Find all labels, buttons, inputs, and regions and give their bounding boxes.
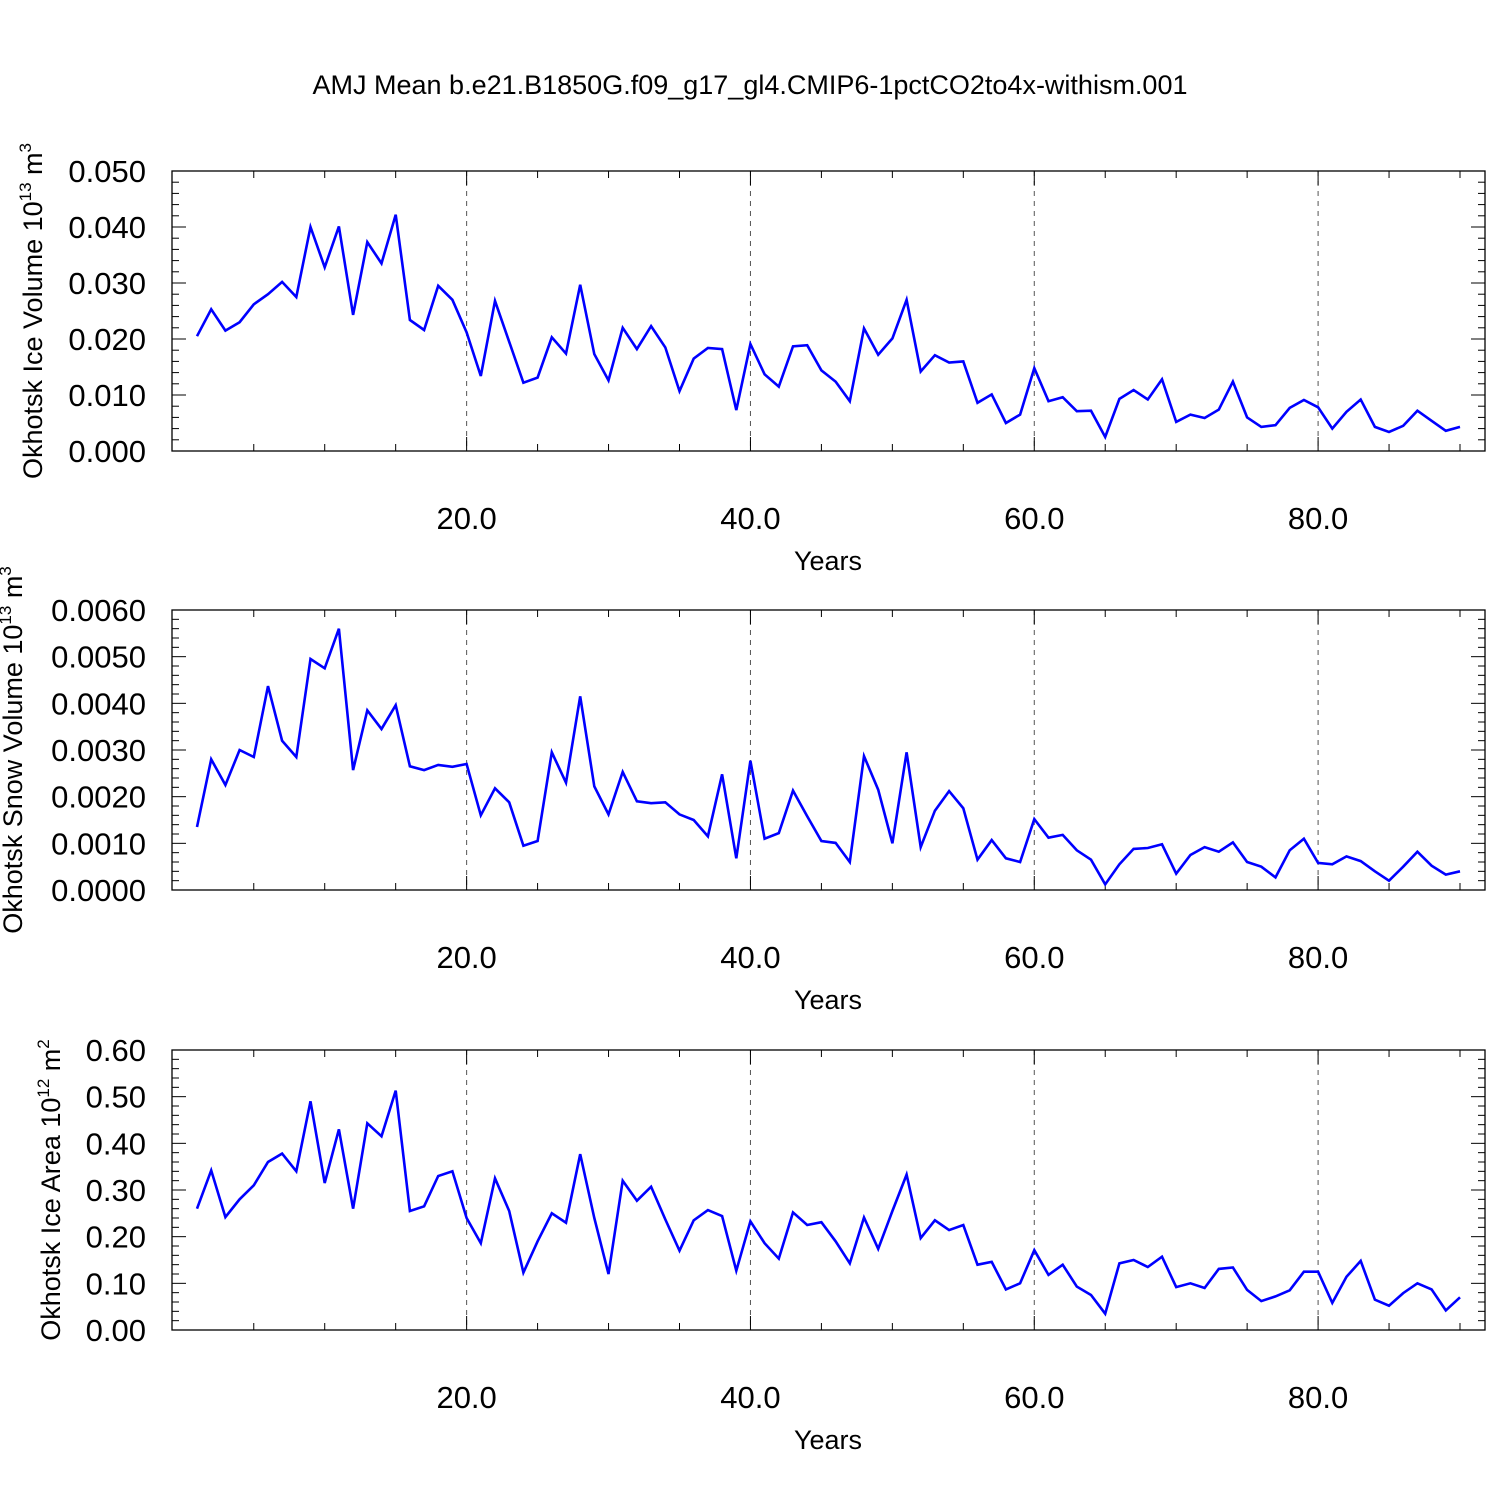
ice-volume-y-tick-label: 0.040 — [68, 210, 146, 245]
ice-volume-x-tick-label: 20.0 — [436, 501, 496, 536]
panel-ice-volume: 20.0 40.0 60.0 80.0 0.000 0.010 0.020 0.030 0.04… — [16, 143, 1486, 576]
ice-volume-y-tick-label: 0.010 — [68, 378, 146, 413]
panel-ice-area: 20.0 40.0 60.0 80.0 0.00 0.10 0.20 0.30 0.40 0.50… — [34, 1033, 1486, 1455]
ice-area-y-tick-label: 0.20 — [86, 1220, 146, 1255]
snow-volume-y-tick-label: 0.0000 — [51, 873, 146, 908]
snow-volume-xlabel: Years — [794, 985, 862, 1015]
ice-area-y-tick-label: 0.60 — [86, 1033, 146, 1068]
ice-volume-xlabel: Years — [794, 546, 862, 576]
ice-volume-y-tick-label: 0.030 — [68, 266, 146, 301]
snow-volume-series-line — [195, 628, 1461, 887]
ice-volume-ylabel: Okhotsk Ice Volume 1013 m3 — [16, 143, 48, 479]
ice-volume-x-tick-label: 40.0 — [720, 501, 780, 536]
ice-volume-y-tick-label: 0.050 — [68, 154, 146, 189]
ice-volume-series-line — [195, 214, 1461, 441]
ice-volume-y-tick-label: 0.020 — [68, 322, 146, 357]
ice-area-frame — [171, 1049, 1486, 1331]
snow-volume-ylabel: Okhotsk Snow Volume 1013 m3 — [0, 566, 28, 934]
snow-volume-x-tick-label: 40.0 — [720, 940, 780, 975]
ice-area-x-tick-label: 60.0 — [1004, 1380, 1064, 1415]
snow-volume-y-tick-label: 0.0060 — [51, 593, 146, 628]
ice-area-xlabel: Years — [794, 1425, 862, 1455]
ice-volume-x-tick-label: 80.0 — [1288, 501, 1348, 536]
ice-area-x-tick-label: 80.0 — [1288, 1380, 1348, 1415]
ice-volume-x-tick-label: 60.0 — [1004, 501, 1064, 536]
ice-area-x-tick-label: 20.0 — [436, 1380, 496, 1415]
snow-volume-frame — [171, 609, 1486, 891]
ice-area-ylabel: Okhotsk Ice Area 1012 m2 — [34, 1039, 66, 1341]
panel-snow-volume: 20.0 40.0 60.0 80.0 0.0000 0.0010 0.0020 0.0030… — [0, 566, 1486, 1015]
snow-volume-y-tick-label: 0.0030 — [51, 733, 146, 768]
snow-volume-x-tick-label: 60.0 — [1004, 940, 1064, 975]
snow-volume-y-tick-label: 0.0050 — [51, 640, 146, 675]
ice-area-y-tick-label: 0.30 — [86, 1173, 146, 1208]
figure-title: AMJ Mean b.e21.B1850G.f09_g17_gl4.CMIP6-… — [313, 70, 1188, 100]
ice-area-y-tick-label: 0.10 — [86, 1266, 146, 1301]
snow-volume-y-tick-label: 0.0040 — [51, 686, 146, 721]
plot-ice-volume: 20.0 40.0 60.0 80.0 0.000 0.010 0.020 0.030 0.04… — [68, 154, 1486, 536]
ice-area-y-tick-label: 0.50 — [86, 1080, 146, 1115]
ice-volume-frame — [171, 170, 1486, 452]
ice-area-x-tick-label: 40.0 — [720, 1380, 780, 1415]
snow-volume-y-tick-label: 0.0010 — [51, 826, 146, 861]
plot-ice-area: 20.0 40.0 60.0 80.0 0.00 0.10 0.20 0.30 0.40 0.50… — [86, 1033, 1486, 1415]
plot-snow-volume: 20.0 40.0 60.0 80.0 0.0000 0.0010 0.0020 0.0030… — [51, 593, 1486, 975]
snow-volume-x-tick-label: 20.0 — [436, 940, 496, 975]
ice-volume-y-tick-label: 0.000 — [68, 434, 146, 469]
snow-volume-x-tick-label: 80.0 — [1288, 940, 1348, 975]
ice-area-y-tick-label: 0.40 — [86, 1126, 146, 1161]
snow-volume-y-tick-label: 0.0020 — [51, 780, 146, 815]
ice-area-y-tick-label: 0.00 — [86, 1313, 146, 1348]
ice-area-series-line — [195, 1090, 1461, 1317]
